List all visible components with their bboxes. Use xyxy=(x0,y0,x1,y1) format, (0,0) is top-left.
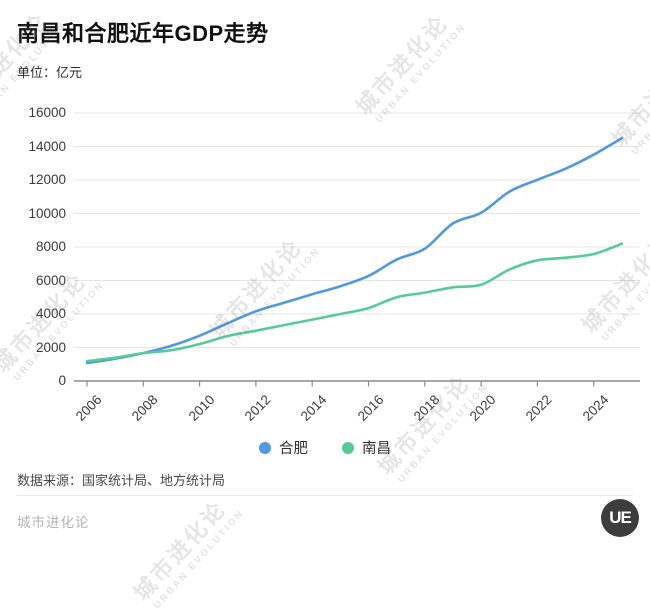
footer-divider xyxy=(17,495,633,496)
y-tick-label: 4000 xyxy=(35,306,66,321)
nanchang-series-dot xyxy=(342,441,354,454)
y-tick-label: 6000 xyxy=(35,272,66,288)
legend-item-nanchang: 南昌 xyxy=(342,437,391,458)
y-tick-label: 16000 xyxy=(28,105,66,120)
ue-logo: UE xyxy=(601,499,639,537)
y-tick-label: 12000 xyxy=(28,172,66,187)
y-tick-label: 0 xyxy=(58,373,66,388)
gdp-line-chart: 0 2000 4000 6000 8000 10000 12000 14000 16000 200… xyxy=(28,105,640,424)
series-line-hefei xyxy=(85,136,624,365)
y-tick-label: 2000 xyxy=(35,339,66,355)
page-title: 南昌和合肥近年GDP走势 xyxy=(17,21,269,46)
y-tick-label: 8000 xyxy=(35,239,66,254)
chart-legend: 合肥 南昌 xyxy=(0,437,650,458)
legend-label-hefei: 合肥 xyxy=(279,441,308,457)
y-tick-label: 14000 xyxy=(28,138,66,154)
unit-label: 单位：亿元 xyxy=(17,65,83,80)
y-tick-label: 10000 xyxy=(28,205,66,221)
hefei-series-dot xyxy=(259,441,271,454)
legend-item-hefei: 合肥 xyxy=(259,437,308,458)
chart-card: 南昌和合肥近年GDP走势 单位：亿元 0 2000 4000 6000 8000 1000… xyxy=(0,8,650,611)
chart-canvas xyxy=(74,112,640,387)
legend-label-nanchang: 南昌 xyxy=(362,441,391,457)
data-source-note: 数据来源：国家统计局、地方统计局 xyxy=(17,473,226,488)
series-line-nanchang xyxy=(85,242,624,363)
footer-brand: 城市进化论 xyxy=(17,515,90,530)
